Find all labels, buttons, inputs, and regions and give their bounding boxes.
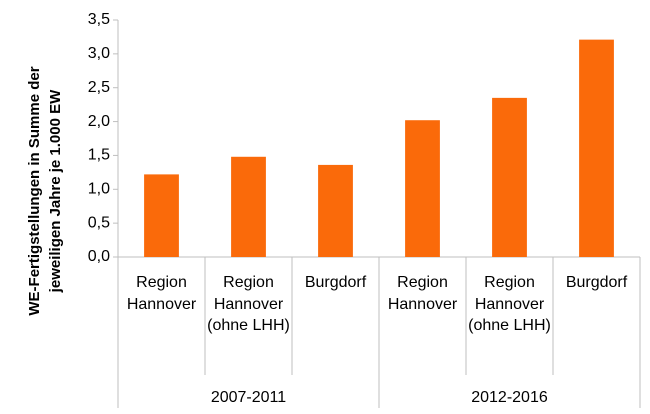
bar	[492, 97, 527, 257]
y-tick-label: 2,5	[88, 79, 110, 96]
y-tick-label: 1,0	[88, 181, 110, 198]
bar	[144, 174, 179, 257]
bar	[318, 164, 353, 257]
y-tick-label: 0,5	[88, 214, 110, 231]
bar	[405, 120, 440, 258]
y-tick-label: 0,0	[88, 248, 110, 265]
bar	[579, 39, 614, 257]
x-tick-label: Burgdorf	[304, 274, 367, 291]
group-label: 2012-2016	[471, 389, 548, 406]
x-tick-label: Region Hannover (ohne LHH)	[468, 274, 551, 334]
x-tick-label: Region Hannover	[387, 274, 458, 313]
group-label: 2007-2011	[211, 389, 286, 406]
x-tick-label: Burgdorf	[565, 274, 628, 291]
y-axis-title: WE-Fertigstellungen in Summe der jeweili…	[26, 66, 64, 316]
y-tick-label: 3,5	[88, 11, 110, 28]
y-tick-label: 1,5	[88, 147, 110, 164]
x-tick-label: Region Hannover (ohne LHH)	[207, 274, 290, 334]
y-tick-label: 3,0	[88, 45, 110, 62]
x-tick-label: Region Hannover	[126, 274, 197, 313]
y-tick-label: 2,0	[88, 113, 110, 130]
bar	[231, 156, 266, 257]
